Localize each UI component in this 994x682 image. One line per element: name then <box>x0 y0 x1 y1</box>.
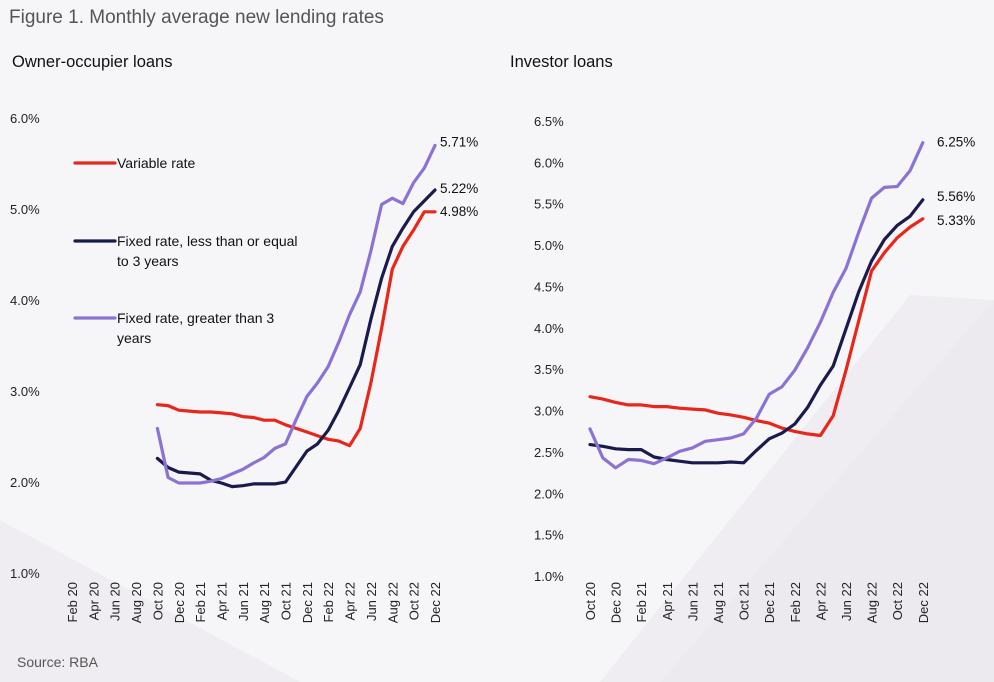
x-tick-label: Oct 21 <box>279 582 294 620</box>
x-tick-label: Apr 21 <box>214 582 229 620</box>
x-tick-label: Feb 21 <box>193 582 208 622</box>
y-tick-label: 3.5% <box>534 362 564 377</box>
series-line-fixed_short <box>588 198 925 465</box>
x-tick-label: Apr 22 <box>813 582 828 620</box>
x-tick-label: Dec 21 <box>300 582 315 623</box>
y-tick-label: 1.0% <box>10 566 40 581</box>
y-tick-label: 1.5% <box>534 528 564 543</box>
end-label-fixed_long: 6.25% <box>937 135 975 150</box>
y-tick-label: 3.0% <box>10 384 40 399</box>
y-tick-label: 4.5% <box>534 279 564 294</box>
series-line-variable <box>588 217 925 438</box>
x-tick-label: Aug 22 <box>385 582 400 623</box>
x-tick-label: Oct 20 <box>150 582 165 620</box>
y-tick-label: 5.0% <box>534 238 564 253</box>
x-tick-label: Aug 21 <box>711 582 726 623</box>
x-tick-label: Jun 22 <box>364 582 379 621</box>
x-tick-label: Feb 22 <box>788 582 803 622</box>
x-tick-label: Oct 20 <box>583 582 598 620</box>
x-tick-label: Apr 22 <box>343 582 358 620</box>
legend-label-line2: years <box>117 330 151 346</box>
x-tick-label: Jun 22 <box>839 582 854 621</box>
x-tick-label: Dec 22 <box>916 582 931 623</box>
x-tick-label: Aug 22 <box>865 582 880 623</box>
x-tick-label: Dec 21 <box>762 582 777 623</box>
left-panel-title: Owner-occupier loans <box>12 53 173 71</box>
y-tick-label: 6.0% <box>10 111 40 126</box>
y-tick-label: 6.5% <box>534 114 564 129</box>
x-tick-label: Apr 21 <box>660 582 675 620</box>
legend-label: Variable rate <box>117 155 196 171</box>
x-tick-label: Jun 20 <box>108 582 123 621</box>
x-tick-label: Feb 20 <box>65 582 80 622</box>
y-tick-label: 3.0% <box>534 404 564 419</box>
y-tick-label: 4.0% <box>10 293 40 308</box>
x-tick-label: Aug 21 <box>257 582 272 623</box>
end-label-variable: 4.98% <box>440 204 478 219</box>
x-tick-label: Jun 21 <box>236 582 251 621</box>
end-label-variable: 5.33% <box>937 213 975 228</box>
figure-title: Figure 1. Monthly average new lending ra… <box>9 7 384 28</box>
x-tick-label: Feb 21 <box>634 582 649 622</box>
series-line-fixed_long <box>588 141 925 470</box>
legend-label: Fixed rate, less than or equal <box>117 233 298 249</box>
end-label-fixed_short: 5.22% <box>440 181 478 196</box>
y-tick-label: 2.0% <box>534 486 564 501</box>
x-tick-label: Dec 20 <box>172 582 187 623</box>
right-panel-title: Investor loans <box>510 53 613 71</box>
x-tick-label: Feb 22 <box>321 582 336 622</box>
x-tick-label: Jun 21 <box>685 582 700 621</box>
y-tick-label: 5.0% <box>10 202 40 217</box>
x-tick-label: Dec 22 <box>428 582 443 623</box>
y-tick-label: 4.0% <box>534 321 564 336</box>
source-note: Source: RBA <box>17 654 98 670</box>
y-tick-label: 5.5% <box>534 197 564 212</box>
legend-label: Fixed rate, greater than 3 <box>117 310 274 326</box>
y-tick-label: 6.0% <box>534 155 564 170</box>
y-tick-label: 2.5% <box>534 445 564 460</box>
legend-label-line2: to 3 years <box>117 253 178 269</box>
x-tick-label: Oct 22 <box>890 582 905 620</box>
x-tick-label: Aug 20 <box>129 582 144 623</box>
x-tick-label: Apr 20 <box>86 582 101 620</box>
y-tick-label: 2.0% <box>10 475 40 490</box>
y-tick-label: 1.0% <box>534 569 564 584</box>
x-tick-label: Oct 21 <box>737 582 752 620</box>
x-tick-label: Dec 20 <box>609 582 624 623</box>
end-label-fixed_long: 5.71% <box>440 134 478 149</box>
end-label-fixed_short: 5.56% <box>937 189 975 204</box>
x-tick-label: Oct 22 <box>407 582 422 620</box>
